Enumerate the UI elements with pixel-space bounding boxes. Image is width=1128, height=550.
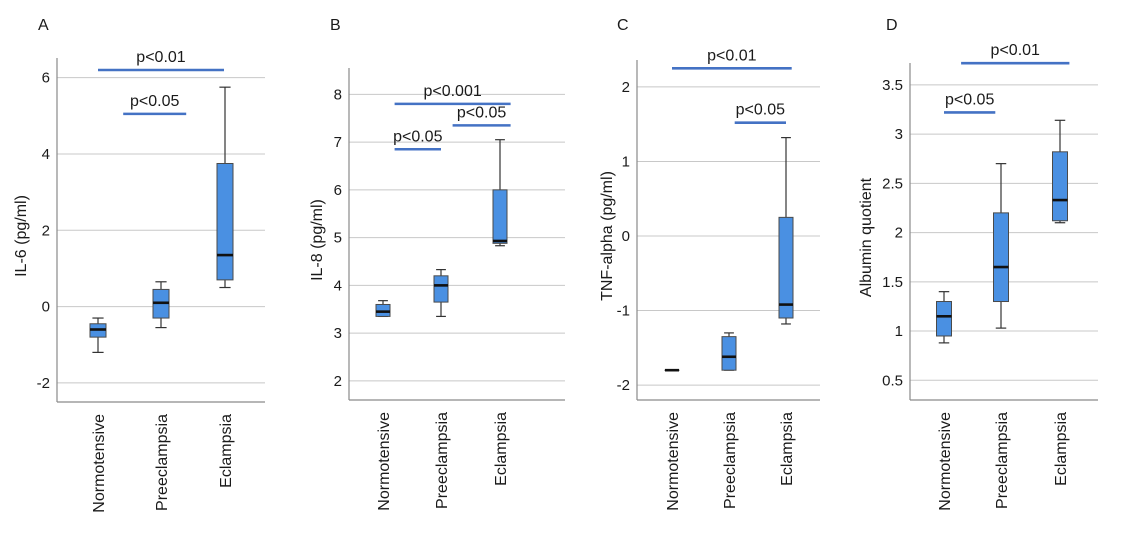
- y-tick-label: 2.5: [882, 175, 903, 192]
- y-tick-label: 1: [895, 323, 903, 340]
- iqr-box: [721, 336, 737, 371]
- y-tick-label: 5: [334, 230, 342, 247]
- y-tick-label: 4: [334, 277, 342, 294]
- panel-letter: D: [886, 17, 898, 34]
- iqr-box: [778, 216, 794, 319]
- y-axis-label: Albumin quotient: [858, 177, 875, 297]
- box-normotensive: [375, 300, 391, 318]
- y-tick-label: 2: [42, 222, 50, 239]
- box-preeclampsia: [993, 163, 1009, 329]
- significance-label: p<0.01: [136, 49, 185, 66]
- x-tick-label: Eclampsia: [218, 414, 235, 488]
- panel-letter: A: [38, 17, 49, 34]
- iqr-box: [433, 275, 449, 303]
- significance-label: p<0.01: [991, 42, 1040, 59]
- y-tick-label: 4: [42, 146, 50, 163]
- y-tick-label: 0.5: [882, 372, 903, 389]
- panel-d: D 0.5 1 1.5 2 2.5 3 3.5 Albumin quotient Normoten…: [858, 17, 1098, 511]
- panel-b: B 2 3 4 5 6 7 8 IL-8 (pg/ml) Normotensive Preeclam…: [309, 17, 565, 511]
- y-tick-label: 6: [334, 182, 342, 199]
- panel-letter: B: [330, 17, 341, 34]
- box-preeclampsia: [721, 332, 737, 371]
- iqr-box: [993, 212, 1009, 303]
- y-tick-label: 2: [895, 225, 903, 242]
- y-tick-label: 2: [334, 373, 342, 390]
- x-tick-label: Preeclampsia: [434, 412, 451, 509]
- y-tick-label: 3: [334, 325, 342, 342]
- x-tick-label: Eclampsia: [493, 412, 510, 486]
- significance-label: p<0.05: [130, 93, 179, 110]
- x-tick-label: Normotensive: [937, 412, 954, 511]
- iqr-box: [936, 301, 952, 337]
- x-tick-label: Normotensive: [665, 412, 682, 511]
- box-eclampsia: [492, 139, 508, 247]
- y-tick-label: 2: [622, 79, 630, 96]
- y-axis-label: IL-8 (pg/ml): [309, 199, 326, 281]
- panel-letter: C: [617, 17, 629, 34]
- x-tick-label: Preeclampsia: [722, 412, 739, 509]
- box-normotensive: [89, 317, 107, 353]
- box-eclampsia: [778, 137, 794, 325]
- y-tick-label: 3: [895, 126, 903, 143]
- y-tick-label: 3.5: [882, 77, 903, 94]
- significance-label: p<0.05: [457, 104, 506, 121]
- x-tick-label: Eclampsia: [1053, 412, 1070, 486]
- y-tick-label: -1: [617, 303, 630, 320]
- y-axis-label: IL-6 (pg/ml): [13, 195, 30, 277]
- x-tick-label: Preeclampsia: [154, 414, 171, 511]
- iqr-box: [492, 189, 508, 244]
- significance-label: p<0.05: [393, 128, 442, 145]
- panel-a: A -2 0 2 4 6 IL-6 (pg/ml) Normotensive Preeclamp…: [13, 17, 265, 513]
- y-tick-label: 7: [334, 134, 342, 151]
- x-tick-label: Normotensive: [91, 414, 108, 513]
- x-tick-label: Preeclampsia: [994, 412, 1011, 509]
- box-preeclampsia: [433, 269, 449, 318]
- box-normotensive: [936, 291, 952, 344]
- significance-label: p<0.01: [707, 47, 756, 64]
- y-axis-label: TNF-alpha (pg/ml): [599, 171, 616, 301]
- x-tick-label: Eclampsia: [779, 412, 796, 486]
- significance-label: p<0.05: [736, 102, 785, 119]
- y-tick-label: 0: [42, 299, 50, 316]
- y-tick-label: 0: [622, 228, 630, 245]
- significance-label: p<0.05: [945, 91, 994, 108]
- y-tick-label: 1.5: [882, 274, 903, 291]
- panel-c: C -2 -1 0 1 2 TNF-alpha (pg/ml) Normotensive Pre…: [599, 17, 820, 511]
- significance-label: p<0.001: [423, 83, 481, 100]
- box-preeclampsia: [152, 281, 170, 329]
- y-tick-label: 1: [622, 153, 630, 170]
- box-eclampsia: [216, 86, 234, 289]
- y-tick-label: -2: [37, 375, 50, 392]
- box-eclampsia: [1052, 119, 1068, 224]
- iqr-box: [216, 162, 234, 281]
- x-tick-label: Normotensive: [376, 412, 393, 511]
- y-tick-label: 8: [334, 86, 342, 103]
- iqr-box: [1052, 151, 1068, 222]
- y-tick-label: -2: [617, 377, 630, 394]
- y-tick-label: 6: [42, 70, 50, 87]
